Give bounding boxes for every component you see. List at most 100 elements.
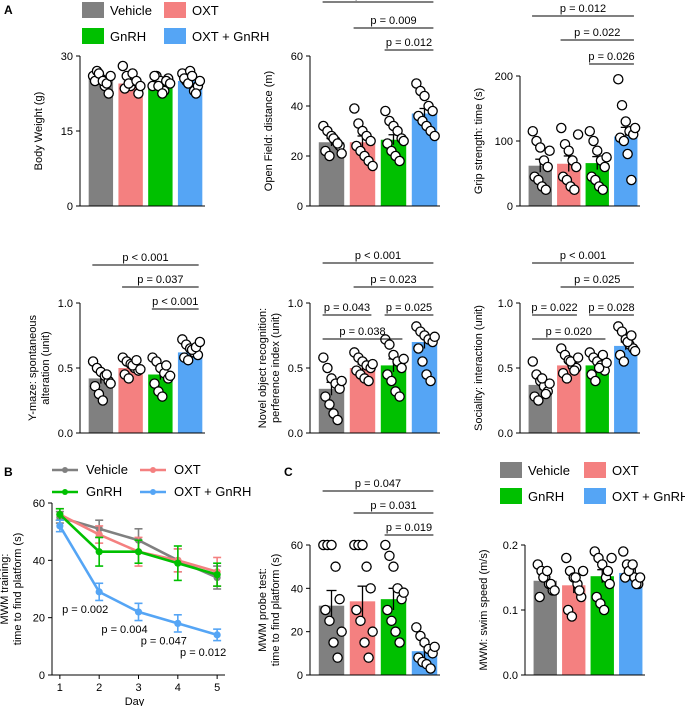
open-field-point-gnrh-8	[394, 155, 405, 167]
sociality-point-gnrh-9	[601, 357, 612, 369]
sociality-point-oxt-6	[561, 373, 573, 384]
swim-speed-point-oxt-0	[561, 552, 572, 564]
novel-object-comparison-label-0: p < 0.001	[355, 250, 401, 262]
swim-speed-ylabel-line-0: MWM: swim speed (m/s)	[478, 550, 490, 671]
swim-speed-point-oxt-7	[570, 572, 581, 583]
legend-line-marker-gnrh	[62, 489, 68, 495]
sociality-ylabel-line-0: Sociality: interaction (unit)	[473, 305, 485, 431]
swim-speed-point-vehicle-7	[541, 565, 553, 577]
legend-line-marker-vehicle	[62, 467, 68, 473]
open-field-ylabel-line-0: Open Field: distance (m)	[263, 71, 275, 191]
novel-object-comparison-label-4: p = 0.038	[339, 326, 385, 338]
mwm-training-point-gnrh-3	[174, 559, 182, 567]
open-field-ylabel: Open Field: distance (m)	[263, 71, 275, 191]
mwm-training-ytick-label-3: 60	[33, 498, 45, 510]
novel-object-point-gnrh-8	[394, 391, 405, 402]
open-field-ytick-label-3: 60	[291, 51, 303, 63]
sociality-ytick-label-1: 0.5	[498, 363, 513, 375]
grip-strength-point-oxt-4	[570, 161, 582, 173]
sociality-comparison-label-1: p = 0.025	[574, 274, 620, 286]
novel-object-point-oxt-gnrh-9	[429, 331, 440, 343]
legend-right-label-gnrh: GnRH	[528, 489, 564, 504]
legend-top-swatch-oxt	[164, 2, 186, 18]
novel-object-ytick-label-1: 0.5	[288, 363, 303, 375]
swim-speed-point-gnrh-7	[598, 604, 610, 616]
y-maze-ylabel-line-0: Y-maze: spontaneous	[27, 315, 39, 421]
novel-object-point-vehicle-1	[322, 362, 333, 374]
mwm-probe-point-vehicle-5	[320, 604, 331, 616]
sociality-point-vehicle-9	[544, 378, 555, 389]
legend-top-swatch-gnrh	[82, 28, 104, 44]
novel-object-ytick-label-0: 0.0	[288, 428, 303, 440]
mwm-training-ytick-label-1: 20	[33, 613, 45, 625]
mwm-probe-point-oxt-2	[357, 539, 368, 551]
y-maze-point-gnrh-9	[164, 370, 176, 382]
grip-strength-point-vehicle-0	[527, 126, 539, 137]
sociality-ytick-label-0: 0.0	[498, 428, 513, 440]
open-field-point-oxt-gnrh-4	[427, 105, 438, 117]
swim-speed-point-gnrh-2	[597, 559, 608, 570]
y-maze-point-gnrh-7	[157, 391, 168, 402]
novel-object-point-gnrh-4	[396, 362, 407, 374]
grip-strength-ytick-label-1: 100	[495, 136, 513, 148]
body-weight-point-gnrh-9	[164, 78, 176, 89]
sociality-comparison-label-3: p = 0.028	[588, 302, 634, 314]
sociality-comparison-label-4: p = 0.020	[546, 326, 592, 338]
sociality-bar-oxt-gnrh	[614, 345, 638, 433]
grip-strength-point-gnrh-4	[599, 161, 610, 173]
panel-label-a: A	[4, 3, 13, 17]
grip-strength-ylabel: Grip strength: time (s)	[473, 88, 485, 194]
novel-object-comparison-label-3: p = 0.025	[386, 302, 432, 314]
mwm-training-ytick-label-2: 40	[33, 555, 45, 567]
y-maze-comparison-label-1: p = 0.037	[137, 274, 183, 286]
mwm-training-annotation-3: p = 0.012	[180, 647, 226, 659]
mwm-training-xtick-label-1: 2	[96, 682, 102, 694]
swim-speed-bar-gnrh	[590, 576, 614, 675]
mwm-probe-point-oxt-4	[365, 583, 376, 594]
swim-speed-point-gnrh-4	[604, 578, 615, 590]
legend-top-swatch-vehicle	[82, 2, 104, 18]
open-field-point-oxt-0	[349, 103, 360, 114]
panel-label-b: B	[4, 465, 13, 479]
body-weight-bar-vehicle	[88, 78, 114, 206]
legend-right-label-vehicle: Vehicle	[528, 463, 570, 478]
mwm-probe-point-gnrh-8	[394, 637, 405, 648]
legend-top-label-vehicle: Vehicle	[110, 3, 152, 18]
mwm-probe-comparison-label-2: p = 0.019	[386, 522, 432, 534]
body-weight-point-oxt-gnrh-7	[186, 70, 198, 82]
mwm-training-annotation-1: p = 0.004	[101, 624, 147, 636]
y-maze-ytick-label-2: 1.0	[58, 298, 73, 310]
novel-object-point-vehicle-9	[336, 375, 347, 387]
grip-strength-point-vehicle-2	[535, 142, 546, 153]
swim-speed-point-gnrh-9	[606, 552, 617, 564]
mwm-probe-comparison-label-1: p = 0.031	[370, 500, 416, 512]
open-field-point-vehicle-8	[332, 138, 343, 149]
mwm-training-annotation-0: p = 0.002	[62, 604, 108, 616]
y-maze-ylabel-line-1: alteration (unit)	[40, 331, 52, 404]
mwm-probe-point-gnrh-1	[384, 550, 395, 562]
mwm-probe-point-vehicle-7	[328, 637, 339, 648]
grip-strength-point-vehicle-9	[544, 145, 555, 156]
y-maze-comparison-label-2: p < 0.001	[152, 296, 198, 308]
swim-speed-point-oxt-gnrh-7	[627, 559, 638, 570]
body-weight-bar-oxt-gnrh	[177, 81, 203, 206]
swim-speed-bar-vehicle	[533, 580, 557, 675]
novel-object-point-gnrh-6	[386, 375, 397, 387]
mwm-probe-ylabel-line-0: MWM probe test:	[257, 568, 269, 652]
mwm-probe-point-gnrh-5	[382, 604, 393, 616]
legend-line-label-oxt: OXT	[174, 462, 201, 477]
sociality-bar-oxt	[557, 365, 581, 433]
mwm-probe-point-oxt-6	[355, 615, 366, 627]
body-weight-point-vehicle-4	[103, 88, 114, 99]
y-maze-point-oxt-8	[131, 354, 142, 366]
body-weight-point-vehicle-9	[105, 70, 116, 82]
body-weight-point-gnrh-7	[157, 88, 168, 99]
panel-labels: A B C	[4, 3, 293, 479]
body-weight-point-gnrh-5	[149, 70, 160, 82]
mwm-training-point-oxt-gnrh-2	[134, 608, 143, 616]
chart-open-field: 0 20 40 60 Open Field: distance (m) p = 0.004…	[263, 0, 440, 213]
swim-speed-bar-oxt-gnrh	[619, 572, 643, 675]
mwm-probe-ytick-label-2: 40	[291, 583, 303, 595]
mwm-probe-ylabel: MWM probe test:time to find platform (s)	[257, 554, 282, 666]
